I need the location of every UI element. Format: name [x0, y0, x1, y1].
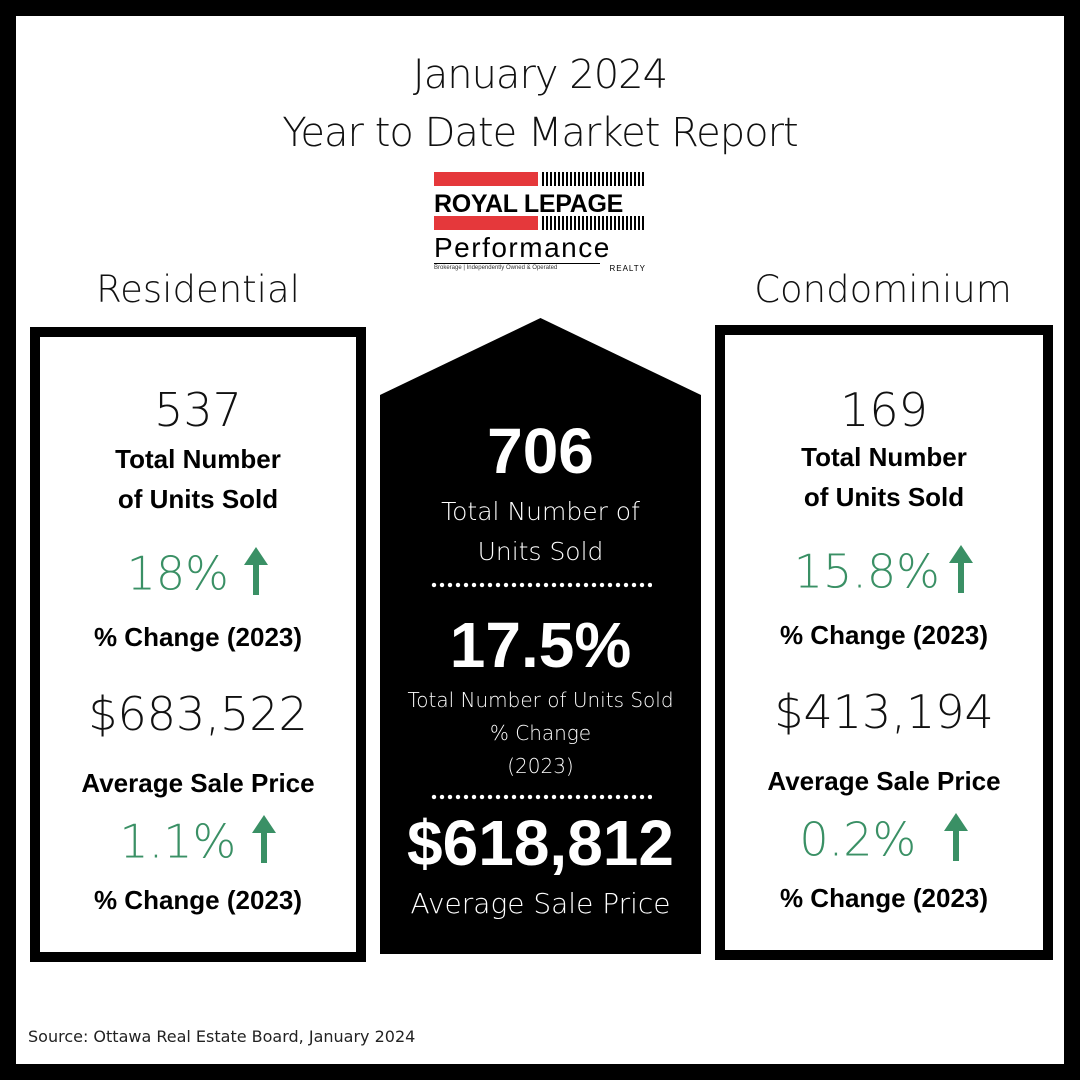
logo-tagline: Brokerage | Independently Owned & Operat…: [434, 265, 558, 271]
logo-barcode-stripes: [542, 172, 646, 186]
condominium-units-value: 169: [840, 383, 928, 437]
total-change-label-1: Total Number of Units Sold: [407, 688, 674, 712]
total-units-label-2: Units Sold: [477, 537, 604, 566]
condominium-avg-price-label: Average Sale Price: [767, 766, 1001, 796]
logo-brand-text: ROYAL LEPAGE: [434, 190, 624, 218]
residential-units-change-label: % Change (2023): [93, 622, 303, 652]
total-change-value: 17.5%: [449, 609, 632, 681]
condominium-price-change: 0.2%: [799, 812, 917, 867]
residential-units-change: 18%: [126, 546, 229, 601]
residential-units-label-2: of Units Sold: [117, 484, 279, 514]
source-footnote: Source: Ottawa Real Estate Board, Januar…: [28, 1027, 416, 1046]
logo-realty-text: REALTY: [609, 264, 646, 273]
residential-price-change-label: % Change (2023): [93, 885, 303, 915]
logo-red-bar: [434, 216, 538, 230]
residential-avg-price: $683,522: [88, 687, 308, 741]
dotted-divider: [430, 582, 652, 588]
residential-price-change: 1.1%: [119, 814, 237, 869]
residential-price-change-row: 1.1%: [40, 813, 356, 870]
total-units-label-1: Total Number of: [441, 497, 640, 526]
condominium-price-change-row: 0.2%: [725, 811, 1043, 868]
condominium-units-change: 15.8%: [793, 544, 940, 599]
arrow-up-icon: [948, 543, 974, 600]
logo-rule: [434, 263, 600, 264]
condominium-avg-price: $413,194: [774, 685, 994, 739]
total-change-label-2: % Change: [489, 721, 592, 745]
condominium-card: 169 Total Number of Units Sold 15.8% % C…: [715, 325, 1053, 960]
condominium-price-change-label: % Change (2023): [779, 883, 989, 913]
condominium-units-label-1: Total Number: [801, 442, 967, 472]
residential-avg-price-label: Average Sale Price: [81, 768, 315, 798]
logo-red-bar: [434, 172, 538, 186]
arrow-up-icon: [251, 813, 277, 870]
residential-units-change-row: 18%: [40, 545, 356, 602]
total-units-value: 706: [487, 415, 594, 487]
residential-card: 537 Total Number of Units Sold 18% % Cha…: [30, 327, 366, 962]
residential-units-label-1: Total Number: [115, 444, 281, 474]
condominium-heading: Condominium: [754, 268, 1012, 311]
logo-subbrand-text: Performance: [434, 232, 611, 263]
report-title: Year to Date Market Report: [282, 110, 798, 156]
condominium-units-change-row: 15.8%: [725, 543, 1043, 600]
total-avg-price: $618,812: [407, 807, 674, 879]
royal-lepage-logo: ROYAL LEPAGE Performance Brokerage | Ind…: [434, 172, 646, 280]
total-change-label-3: (2023): [507, 754, 574, 778]
dotted-divider: [430, 794, 652, 800]
logo-barcode-stripes: [542, 216, 646, 230]
residential-units-value: 537: [154, 383, 242, 437]
total-house-panel: 706 Total Number of Units Sold 17.5% Tot…: [380, 318, 701, 954]
residential-heading: Residential: [96, 268, 300, 311]
report-title-month: January 2024: [412, 52, 668, 98]
condominium-units-label-2: of Units Sold: [803, 482, 965, 512]
condominium-units-change-label: % Change (2023): [779, 620, 989, 650]
arrow-up-icon: [943, 811, 969, 868]
arrow-up-icon: [243, 545, 269, 602]
total-avg-price-label: Average Sale Price: [410, 887, 671, 920]
